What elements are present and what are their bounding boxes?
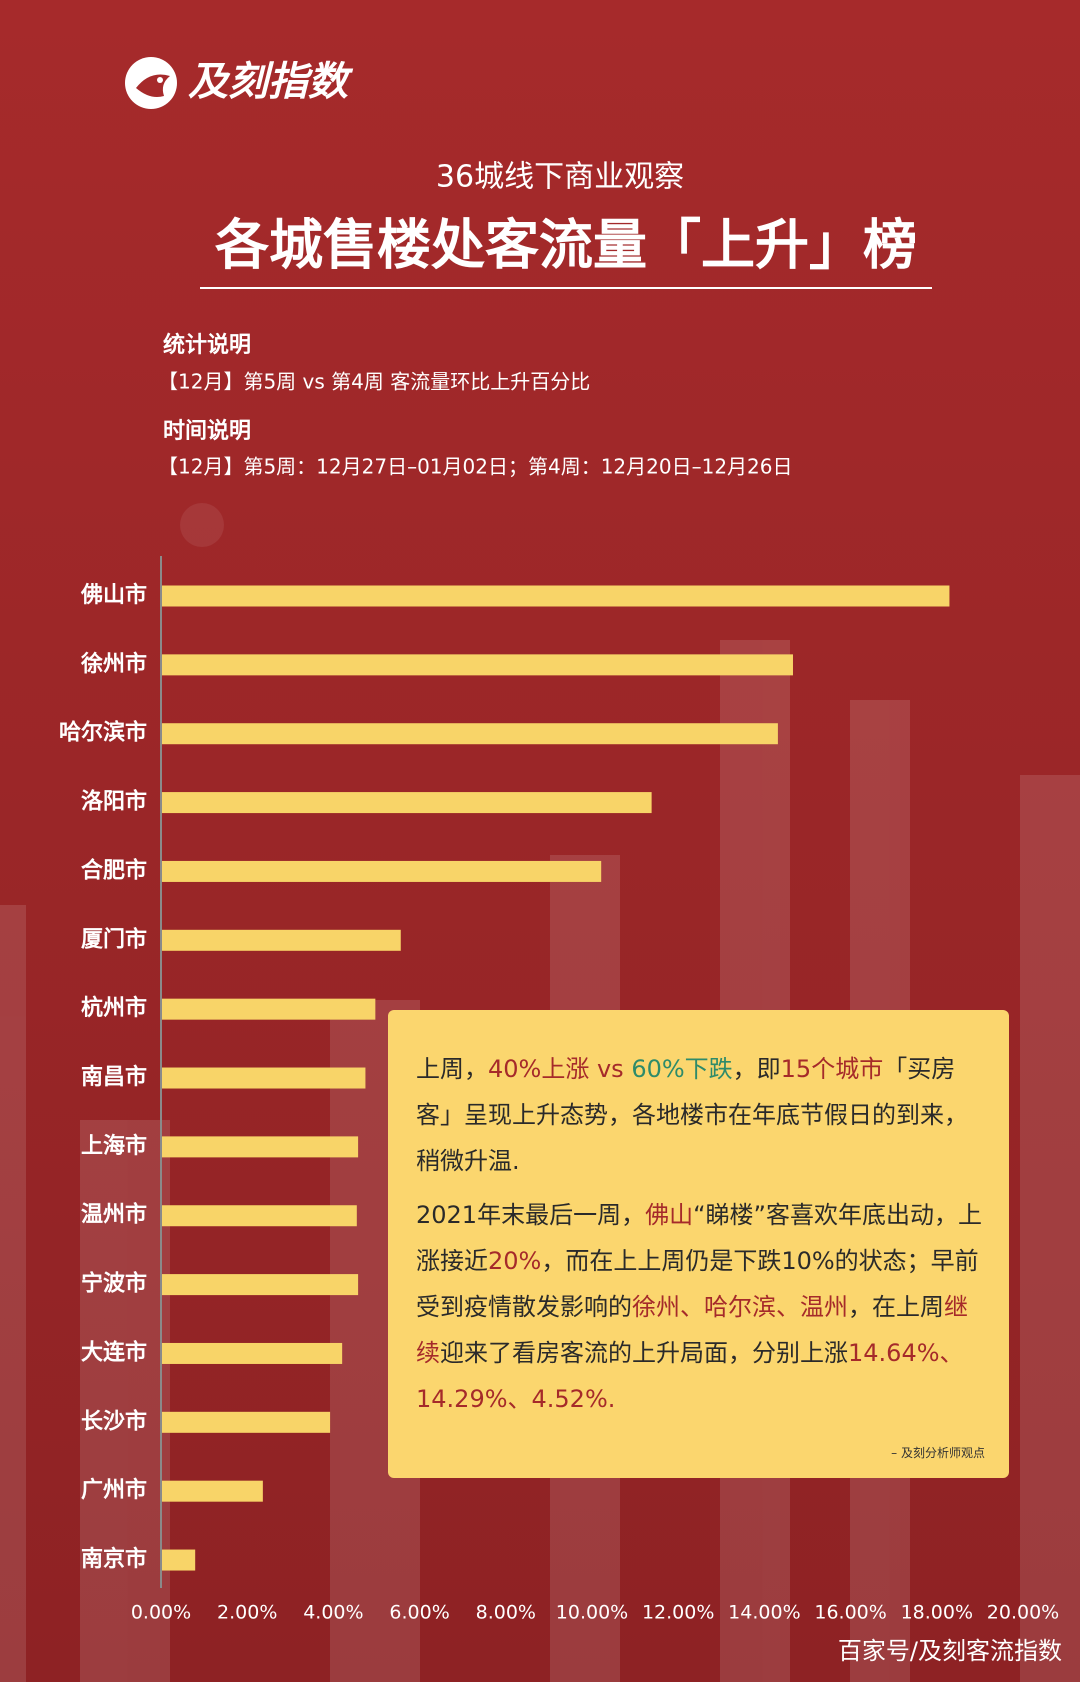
footer: 百家号/及刻客流指数 — [838, 1637, 1062, 1665]
logo-text: 及刻指数 — [188, 59, 354, 105]
highlight: 15个城市 — [780, 1055, 884, 1083]
text-run: “睇楼”客喜欢年底出动，上涨接近 — [416, 1201, 982, 1275]
subtitle: 36城线下商业观察 — [436, 160, 684, 195]
text-run: 上周， — [416, 1055, 488, 1083]
highlight: 继续 — [416, 1293, 968, 1367]
callout-text: 上周，40%上涨 vs 60%下跌，即15个城市「买房客」呈现上升态势，各地楼市… — [416, 1046, 983, 1422]
text-run: ，而在上上周仍是下跌10%的状态；早前受到疫情散发影响的 — [416, 1247, 979, 1321]
y-tick-label: 南京市 — [81, 1546, 147, 1572]
bar — [162, 1480, 263, 1502]
bar — [162, 654, 793, 676]
x-tick-label: 6.00% — [389, 1602, 449, 1624]
x-tick-label: 18.00% — [901, 1602, 973, 1624]
y-tick-label: 哈尔滨市 — [59, 720, 147, 746]
bar — [162, 860, 602, 882]
text-run: ，在上周 — [848, 1293, 944, 1321]
x-tick-label: 8.00% — [476, 1602, 536, 1624]
bar — [162, 1205, 357, 1227]
bar — [162, 1411, 331, 1433]
y-tick-label: 佛山市 — [80, 582, 147, 608]
highlight: 40%上涨 vs — [488, 1055, 632, 1083]
note-text: 【12月】第5周：12月27日–01月02日；第4周：12月20日–12月26日 — [158, 455, 793, 479]
x-tick-label: 2.00% — [217, 1602, 277, 1624]
highlight: 20% — [488, 1247, 542, 1275]
highlight: 徐州、哈尔滨、温州 — [632, 1293, 848, 1321]
x-tick-label: 20.00% — [987, 1602, 1059, 1624]
y-tick-label: 广州市 — [81, 1477, 147, 1503]
highlight: 60%下跌 — [631, 1055, 733, 1083]
bar — [162, 585, 950, 607]
text-run: 「买房客」呈现上升态势，各地楼市在年底节假日的到来，稍微升温. — [416, 1055, 968, 1175]
bar — [162, 1274, 359, 1296]
text-run: ，即 — [732, 1055, 781, 1083]
chart-title: 各城售楼处客流量「上升」榜 — [215, 214, 917, 277]
bar — [162, 998, 376, 1020]
logo-icon — [125, 57, 177, 109]
bar — [162, 1136, 359, 1158]
y-tick-label: 宁波市 — [81, 1271, 147, 1297]
y-tick-label: 厦门市 — [81, 926, 147, 952]
signature: – 及刻分析师观点 — [891, 1446, 985, 1460]
callout: 上周，40%上涨 vs 60%下跌，即15个城市「买房客」呈现上升态势，各地楼市… — [388, 1010, 1009, 1478]
y-tick-label: 温州市 — [81, 1202, 147, 1228]
text-run: 迎来了看房客流的上升局面，分别上涨 — [440, 1339, 848, 1367]
highlight: 14.64%、14.29%、4.52%. — [416, 1339, 964, 1413]
x-tick-label: 16.00% — [814, 1602, 886, 1624]
x-tick-label: 12.00% — [642, 1602, 714, 1624]
x-tick-label: 14.00% — [728, 1602, 800, 1624]
decor-dot — [180, 503, 224, 547]
paragraph: 上周，40%上涨 vs 60%下跌，即15个城市「买房客」呈现上升态势，各地楼市… — [416, 1046, 983, 1184]
y-tick-label: 大连市 — [81, 1339, 147, 1365]
bar — [162, 792, 652, 814]
bar — [162, 929, 401, 951]
text-run: 2021年末最后一周， — [416, 1201, 646, 1229]
x-tick-label: 0.00% — [131, 1602, 191, 1624]
x-tick-label: 10.00% — [556, 1602, 628, 1624]
y-tick-label: 洛阳市 — [81, 789, 147, 815]
note-text: 【12月】第5周 vs 第4周 客流量环比上升百分比 — [158, 370, 590, 394]
x-tick-label: 4.00% — [303, 1602, 363, 1624]
bar — [162, 1342, 343, 1364]
bar — [162, 1067, 366, 1089]
bar — [162, 723, 778, 745]
paragraph: 2021年末最后一周，佛山“睇楼”客喜欢年底出动，上涨接近20%，而在上上周仍是… — [416, 1192, 983, 1422]
y-tick-label: 徐州市 — [80, 651, 147, 677]
highlight: 佛山 — [645, 1201, 694, 1229]
note-title: 统计说明 — [163, 332, 251, 358]
note-title: 时间说明 — [163, 418, 251, 444]
y-tick-label: 南昌市 — [81, 1064, 147, 1090]
bar — [162, 1549, 196, 1571]
y-tick-label: 上海市 — [81, 1133, 147, 1159]
y-tick-label: 合肥市 — [81, 857, 147, 883]
y-tick-label: 杭州市 — [81, 995, 147, 1021]
y-tick-label: 长沙市 — [81, 1408, 147, 1434]
